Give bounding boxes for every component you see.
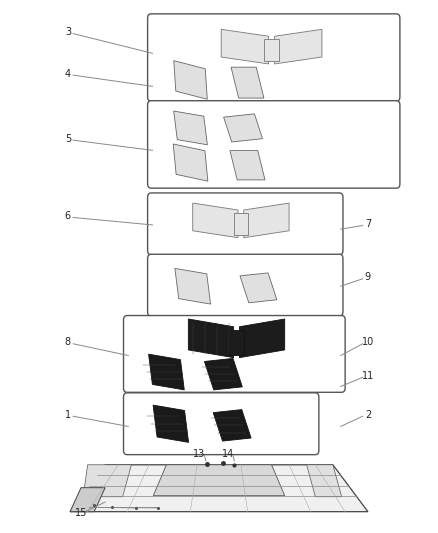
FancyBboxPatch shape: [124, 393, 319, 455]
Polygon shape: [229, 330, 244, 354]
Polygon shape: [153, 465, 285, 496]
FancyBboxPatch shape: [148, 254, 343, 316]
Polygon shape: [83, 465, 131, 497]
Polygon shape: [240, 319, 285, 358]
Text: 14: 14: [222, 449, 234, 459]
Polygon shape: [70, 465, 368, 512]
Polygon shape: [213, 409, 251, 441]
Polygon shape: [153, 405, 189, 442]
Polygon shape: [275, 29, 322, 64]
Polygon shape: [224, 114, 262, 142]
FancyBboxPatch shape: [148, 193, 343, 255]
Polygon shape: [240, 273, 277, 303]
Text: 10: 10: [362, 337, 374, 347]
Text: 2: 2: [365, 410, 371, 419]
Polygon shape: [188, 319, 233, 358]
Polygon shape: [193, 203, 238, 238]
Polygon shape: [174, 111, 207, 145]
Polygon shape: [175, 269, 211, 304]
Polygon shape: [173, 144, 208, 181]
Text: 13: 13: [193, 449, 205, 459]
Polygon shape: [233, 213, 248, 235]
Polygon shape: [148, 354, 184, 390]
Polygon shape: [264, 39, 279, 61]
Polygon shape: [221, 29, 268, 64]
Polygon shape: [70, 488, 105, 512]
Polygon shape: [174, 61, 207, 99]
FancyBboxPatch shape: [148, 14, 400, 101]
Text: 5: 5: [65, 134, 71, 143]
FancyBboxPatch shape: [124, 316, 345, 392]
Polygon shape: [230, 151, 265, 180]
Polygon shape: [244, 203, 289, 238]
Text: 3: 3: [65, 27, 71, 37]
FancyBboxPatch shape: [148, 101, 400, 188]
Text: 9: 9: [365, 272, 371, 282]
Text: 11: 11: [362, 371, 374, 381]
Text: 8: 8: [65, 337, 71, 347]
Polygon shape: [307, 465, 342, 497]
Polygon shape: [231, 67, 264, 98]
Text: 7: 7: [365, 219, 371, 229]
Text: 4: 4: [65, 69, 71, 78]
Text: 6: 6: [65, 211, 71, 221]
Polygon shape: [205, 358, 242, 390]
Text: 15: 15: [75, 508, 87, 518]
Text: 1: 1: [65, 410, 71, 419]
